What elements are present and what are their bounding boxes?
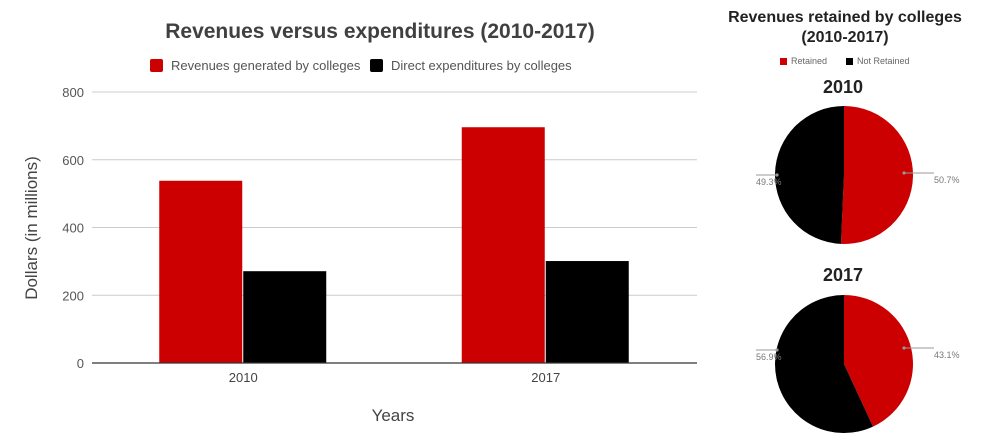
pie-slice-label-not-retained: 56.9%	[756, 352, 782, 362]
pie-section-title: Revenues retained by colleges (2010-2017…	[728, 9, 962, 46]
y-tick-label: 800	[62, 85, 84, 100]
x-axis-title: Years	[372, 406, 415, 425]
pie-leader-dot	[775, 348, 779, 352]
pie-slice-not-retained-2010	[774, 106, 844, 244]
bar-chart-title: Revenues versus expenditures (2010-2017)	[165, 20, 595, 43]
pie-slice-retained-2017	[844, 295, 914, 427]
pie-leader-dot	[775, 173, 779, 177]
pie-legend-item-retained: Retained	[780, 54, 827, 68]
pie-slice-retained-2010	[840, 106, 913, 244]
pie-slice-label-retained: 43.1%	[934, 350, 960, 360]
bar-expenditures-2017	[545, 261, 629, 363]
y-tick-label: 200	[62, 288, 84, 303]
pie-legend-label-not-retained: Not Retained	[857, 56, 910, 66]
y-tick-label: 400	[62, 221, 84, 236]
legend-label-revenues: Revenues generated by colleges	[171, 57, 361, 73]
legend-item-expenditures: Direct expenditures by colleges	[370, 56, 572, 74]
pie-leader-dot	[902, 171, 906, 175]
bar-revenues-2017	[461, 127, 545, 363]
pie-legend-label-retained: Retained	[791, 56, 828, 66]
legend-swatch-expenditures	[370, 58, 383, 72]
pie-leader-dot	[902, 346, 906, 350]
pie-title-2010: 2010	[822, 77, 864, 97]
x-tick-label: 2017	[531, 370, 560, 385]
bar-revenues-2010	[159, 180, 243, 363]
x-tick-label: 2010	[229, 370, 258, 385]
y-axis-title: Dollars (in millions)	[22, 156, 41, 300]
pie-slice-label-not-retained: 49.3%	[756, 177, 782, 187]
legend-item-revenues: Revenues generated by colleges	[150, 56, 360, 74]
pie-legend-item-not-retained: Not Retained	[846, 54, 910, 68]
pie-title-2017: 2017	[822, 265, 864, 285]
y-tick-label: 0	[77, 356, 84, 371]
y-tick-label: 600	[62, 153, 84, 168]
pie-slice-not-retained-2017	[775, 295, 873, 433]
bar-expenditures-2010	[243, 271, 327, 363]
legend-label-expenditures: Direct expenditures by colleges	[391, 57, 572, 73]
pie-slice-label-retained: 50.7%	[934, 175, 960, 185]
legend-swatch-revenues	[150, 58, 163, 72]
pie-legend-swatch-retained	[780, 57, 787, 65]
pie-legend-swatch-not-retained	[846, 57, 853, 65]
